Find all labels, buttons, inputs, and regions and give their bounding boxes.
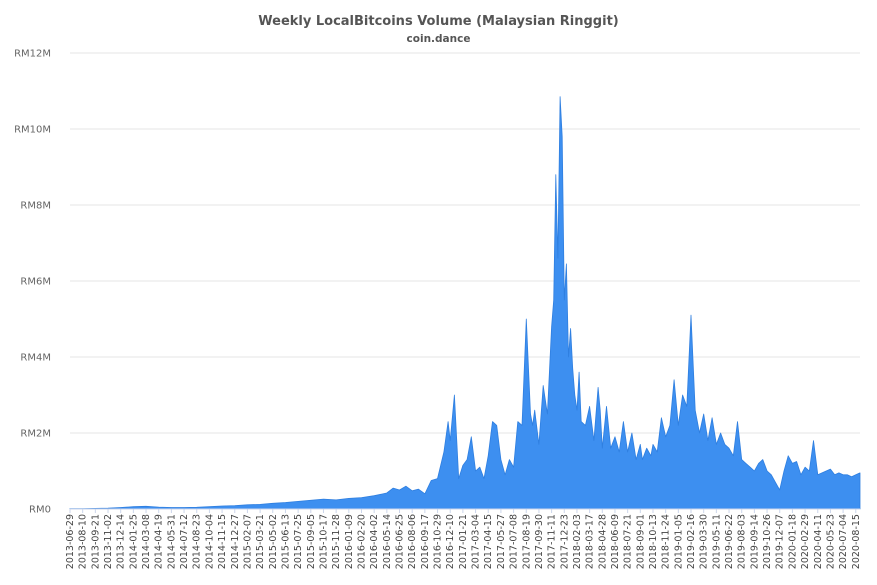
y-tick-label: RM6M — [20, 277, 51, 288]
x-tick-label: 2018-06-09 — [610, 514, 621, 569]
y-tick-label: RM8M — [20, 201, 51, 212]
x-tick-label: 2019-09-14 — [749, 514, 760, 569]
x-tick-label: 2013-11-02 — [103, 514, 114, 569]
y-tick-label: RM4M — [20, 353, 51, 364]
x-tick-label: 2014-05-31 — [166, 514, 177, 569]
x-tick-label: 2017-07-08 — [509, 514, 520, 569]
chart-title: Weekly LocalBitcoins Volume (Malaysian R… — [258, 14, 619, 29]
x-tick-label: 2013-09-21 — [90, 514, 101, 569]
x-tick-label: 2019-05-11 — [711, 514, 722, 569]
x-tick-label: 2019-10-26 — [762, 514, 773, 569]
x-tick-label: 2018-07-21 — [623, 514, 634, 569]
x-tick-label: 2014-12-27 — [230, 514, 241, 569]
x-tick-label: 2018-10-13 — [648, 514, 659, 569]
y-tick-label: RM0 — [29, 505, 51, 516]
x-tick-label: 2017-09-30 — [534, 514, 545, 569]
x-tick-label: 2017-08-19 — [521, 514, 532, 569]
x-tick-label: 2017-01-21 — [458, 514, 469, 569]
x-tick-label: 2019-08-03 — [737, 514, 748, 569]
x-tick-label: 2015-02-07 — [242, 514, 253, 569]
x-tick-label: 2018-04-28 — [597, 514, 608, 569]
x-tick-label: 2019-02-16 — [686, 514, 697, 569]
x-tick-label: 2020-01-18 — [787, 514, 798, 569]
x-tick-label: 2016-05-14 — [382, 514, 393, 569]
x-tick-label: 2014-08-23 — [192, 514, 203, 569]
x-tick-label: 2019-12-07 — [775, 514, 786, 569]
x-tick-label: 2016-06-25 — [395, 514, 406, 569]
x-tick-label: 2019-06-22 — [724, 514, 735, 569]
x-tick-label: 2017-12-23 — [559, 514, 570, 569]
x-tick-label: 2014-10-04 — [204, 514, 215, 569]
x-tick-label: 2020-05-23 — [825, 514, 836, 569]
x-tick-label: 2015-10-17 — [318, 514, 329, 569]
x-tick-label: 2015-06-13 — [280, 514, 291, 569]
x-tick-label: 2016-09-17 — [420, 514, 431, 569]
x-tick-label: 2017-03-04 — [471, 514, 482, 569]
x-axis: 2013-06-29 2013-08-10 2013-09-21 2013-11-02… — [65, 508, 862, 569]
x-tick-label: 2018-03-17 — [585, 514, 596, 569]
x-tick-label: 2015-05-02 — [268, 514, 279, 569]
x-tick-label: 2016-08-06 — [407, 514, 418, 569]
x-tick-label: 2016-04-02 — [369, 514, 380, 569]
x-tick-label: 2020-07-04 — [838, 514, 849, 569]
y-tick-label: RM10M — [14, 125, 51, 136]
x-tick-label: 2016-10-29 — [433, 514, 444, 569]
gridlines — [70, 52, 860, 510]
x-tick-label: 2016-01-09 — [344, 514, 355, 569]
x-tick-label: 2015-03-21 — [255, 514, 266, 569]
x-tick-label: 2020-02-29 — [800, 514, 811, 569]
y-tick-label: RM12M — [14, 49, 51, 60]
x-tick-label: 2017-04-15 — [483, 514, 494, 569]
x-tick-label: 2015-11-28 — [331, 514, 342, 569]
x-tick-label: 2018-02-03 — [572, 514, 583, 569]
x-tick-label: 2014-04-19 — [154, 514, 165, 569]
x-tick-label: 2014-01-25 — [128, 514, 139, 569]
x-tick-label: 2013-06-29 — [65, 514, 76, 569]
x-tick-label: 2014-03-08 — [141, 514, 152, 569]
x-tick-label: 2016-12-10 — [445, 514, 456, 569]
x-tick-label: 2020-08-15 — [851, 514, 862, 569]
x-tick-label: 2019-01-05 — [673, 514, 684, 569]
x-tick-label: 2014-11-15 — [217, 514, 228, 569]
x-tick-label: 2015-07-25 — [293, 514, 304, 569]
y-tick-label: RM2M — [20, 429, 51, 440]
area-series — [69, 96, 861, 510]
x-tick-label: 2018-09-01 — [635, 514, 646, 569]
x-tick-label: 2017-05-27 — [496, 514, 507, 569]
x-tick-label: 2016-02-20 — [356, 514, 367, 569]
x-tick-label: 2017-11-11 — [547, 514, 558, 569]
volume-area — [69, 96, 861, 510]
chart-subtitle: coin.dance — [406, 33, 471, 45]
x-tick-label: 2014-07-12 — [179, 514, 190, 569]
x-tick-label: 2018-11-24 — [661, 514, 672, 569]
x-tick-label: 2013-08-10 — [78, 514, 89, 569]
x-tick-label: 2015-09-05 — [306, 514, 317, 569]
x-tick-label: 2013-12-14 — [116, 514, 127, 569]
x-tick-label: 2019-03-30 — [699, 514, 710, 569]
y-axis: RM0 RM2M RM4M RM6M RM8M RM10M RM12M — [14, 49, 51, 516]
x-tick-label: 2020-04-11 — [813, 514, 824, 569]
